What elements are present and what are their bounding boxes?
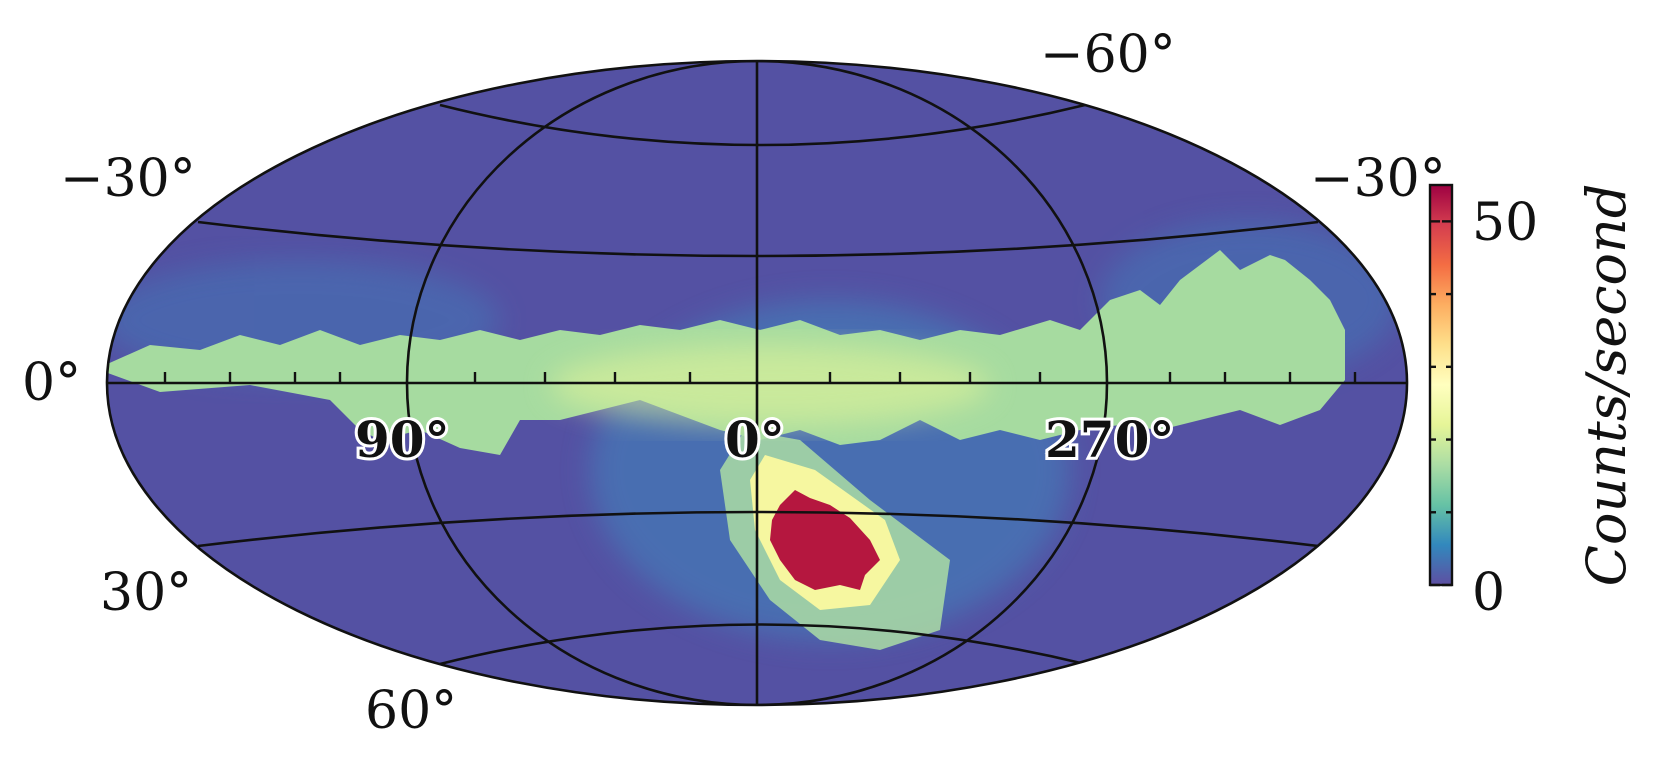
- lat-label-minus-30-left: −30°: [60, 149, 196, 209]
- colorbar-gradient: [1428, 183, 1454, 587]
- lon-label-90: 90°: [355, 410, 450, 469]
- colorbar-tick-0: 0: [1472, 563, 1505, 623]
- plane-core-glow: [550, 345, 990, 425]
- lat-label-60: 60°: [365, 681, 457, 741]
- meridian-plus-minus-90: [405, 61, 1109, 705]
- lat-label-minus-60: −60°: [1040, 25, 1176, 85]
- lat-label-0: 0°: [22, 353, 81, 413]
- colorbar-label: Counts/second: [1575, 184, 1638, 587]
- parallel-minus-60: [439, 103, 1086, 147]
- equator-ticks: [163, 372, 1357, 383]
- colorbar: 50 0 Counts/second: [1428, 183, 1638, 623]
- colorbar-tick-50: 50: [1472, 193, 1538, 253]
- sky-boundary: [105, 59, 1409, 707]
- hotspot-core: [770, 490, 880, 590]
- lat-label-minus-30-right: −30°: [1310, 149, 1446, 209]
- parallel-plus-60: [439, 623, 1086, 666]
- graticule: [107, 61, 1407, 705]
- lat-label-30: 30°: [100, 563, 192, 623]
- lon-label-0: 0°: [725, 410, 785, 469]
- colorbar-ticks: [1430, 220, 1452, 587]
- lon-label-270: 270°: [1045, 410, 1174, 469]
